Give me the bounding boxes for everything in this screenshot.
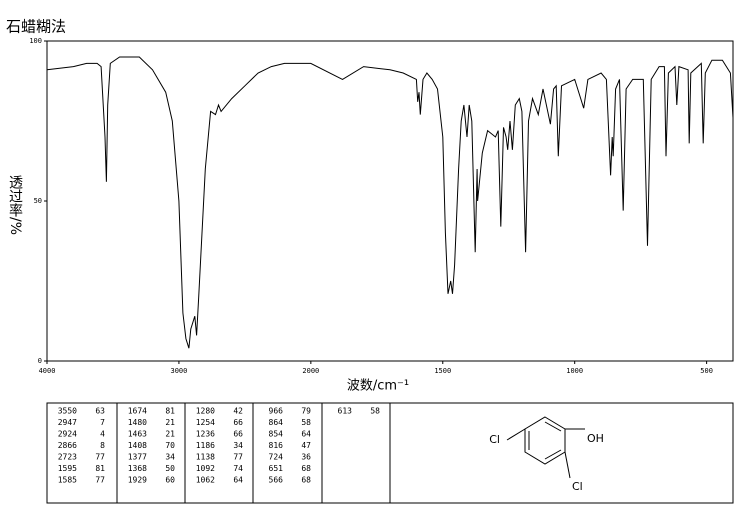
peak-transmittance: 66 [233, 430, 243, 439]
y-tick-label: 0 [38, 357, 42, 365]
peak-transmittance: 81 [95, 464, 105, 473]
peak-wavenumber: 1480 [128, 418, 147, 427]
peak-transmittance: 68 [301, 464, 311, 473]
peak-wavenumber: 613 [338, 407, 353, 416]
peak-wavenumber: 1585 [58, 476, 77, 485]
bond [544, 449, 562, 460]
spectrum-line [46, 56, 734, 349]
peak-transmittance: 34 [233, 441, 243, 450]
peak-transmittance: 58 [301, 418, 311, 427]
bond [506, 428, 526, 441]
peak-transmittance: 21 [165, 418, 175, 427]
peak-wavenumber: 854 [269, 430, 284, 439]
peak-transmittance: 50 [165, 464, 175, 473]
y-tick-label: 50 [34, 197, 42, 205]
x-tick-label: 1500 [434, 367, 451, 375]
peak-wavenumber: 1674 [128, 407, 147, 416]
peak-transmittance: 66 [233, 418, 243, 427]
peak-transmittance: 77 [233, 453, 243, 462]
peak-transmittance: 63 [95, 407, 105, 416]
peak-transmittance: 77 [95, 453, 105, 462]
peak-wavenumber: 1408 [128, 441, 147, 450]
peak-transmittance: 36 [301, 453, 311, 462]
peak-transmittance: 74 [233, 464, 243, 473]
peak-wavenumber: 2723 [58, 453, 77, 462]
peak-transmittance: 47 [301, 441, 311, 450]
peak-wavenumber: 864 [269, 418, 284, 427]
peak-transmittance: 34 [165, 453, 175, 462]
atom-label: Cl [572, 480, 583, 493]
ring [524, 416, 566, 465]
peak-wavenumber: 1254 [196, 418, 215, 427]
peak-transmittance: 4 [100, 430, 105, 439]
peak-wavenumber: 2924 [58, 430, 77, 439]
peak-wavenumber: 1463 [128, 430, 147, 439]
peak-wavenumber: 1929 [128, 476, 147, 485]
x-tick-label: 500 [700, 367, 713, 375]
peak-transmittance: 58 [370, 407, 380, 416]
peak-transmittance: 64 [233, 476, 243, 485]
y-axis-label: 透过率/% [7, 175, 23, 235]
peak-wavenumber: 1186 [196, 441, 215, 450]
peak-transmittance: 77 [95, 476, 105, 485]
peak-wavenumber: 1092 [196, 464, 215, 473]
x-tick-label: 1000 [566, 367, 583, 375]
x-axis-label: 波数/cm⁻¹ [347, 379, 409, 394]
peak-wavenumber: 2866 [58, 441, 77, 450]
peak-transmittance: 8 [100, 441, 105, 450]
peak-wavenumber: 1280 [196, 407, 215, 416]
peak-wavenumber: 3550 [58, 407, 77, 416]
title: 石蜡糊法 [6, 18, 66, 36]
peak-wavenumber: 1595 [58, 464, 77, 473]
peak-wavenumber: 1062 [196, 476, 215, 485]
peak-wavenumber: 1377 [128, 453, 147, 462]
peak-transmittance: 21 [165, 430, 175, 439]
peak-wavenumber: 566 [269, 476, 284, 485]
peak-wavenumber: 651 [269, 464, 284, 473]
x-tick-label: 4000 [39, 367, 56, 375]
peak-wavenumber: 816 [269, 441, 284, 450]
structure [506, 416, 585, 479]
peak-transmittance: 68 [301, 476, 311, 485]
atom-label: OH [587, 432, 604, 445]
peak-wavenumber: 724 [269, 453, 284, 462]
peak-transmittance: 81 [165, 407, 175, 416]
atom-label: Cl [489, 433, 500, 446]
peak-wavenumber: 1368 [128, 464, 147, 473]
peak-wavenumber: 966 [269, 407, 284, 416]
peak-transmittance: 60 [165, 476, 175, 485]
bond [564, 451, 571, 479]
y-tick-label: 100 [29, 37, 42, 45]
peak-wavenumber: 1236 [196, 430, 215, 439]
peak-transmittance: 79 [301, 407, 311, 416]
x-tick-label: 2000 [302, 367, 319, 375]
peak-wavenumber: 1138 [196, 453, 215, 462]
peak-transmittance: 70 [165, 441, 175, 450]
peak-wavenumber: 2947 [58, 418, 77, 427]
peak-transmittance: 42 [233, 407, 243, 416]
plot-frame [46, 40, 734, 362]
peak-transmittance: 64 [301, 430, 311, 439]
peak-transmittance: 7 [100, 418, 105, 427]
bond [544, 421, 562, 432]
x-tick-label: 3000 [170, 367, 187, 375]
